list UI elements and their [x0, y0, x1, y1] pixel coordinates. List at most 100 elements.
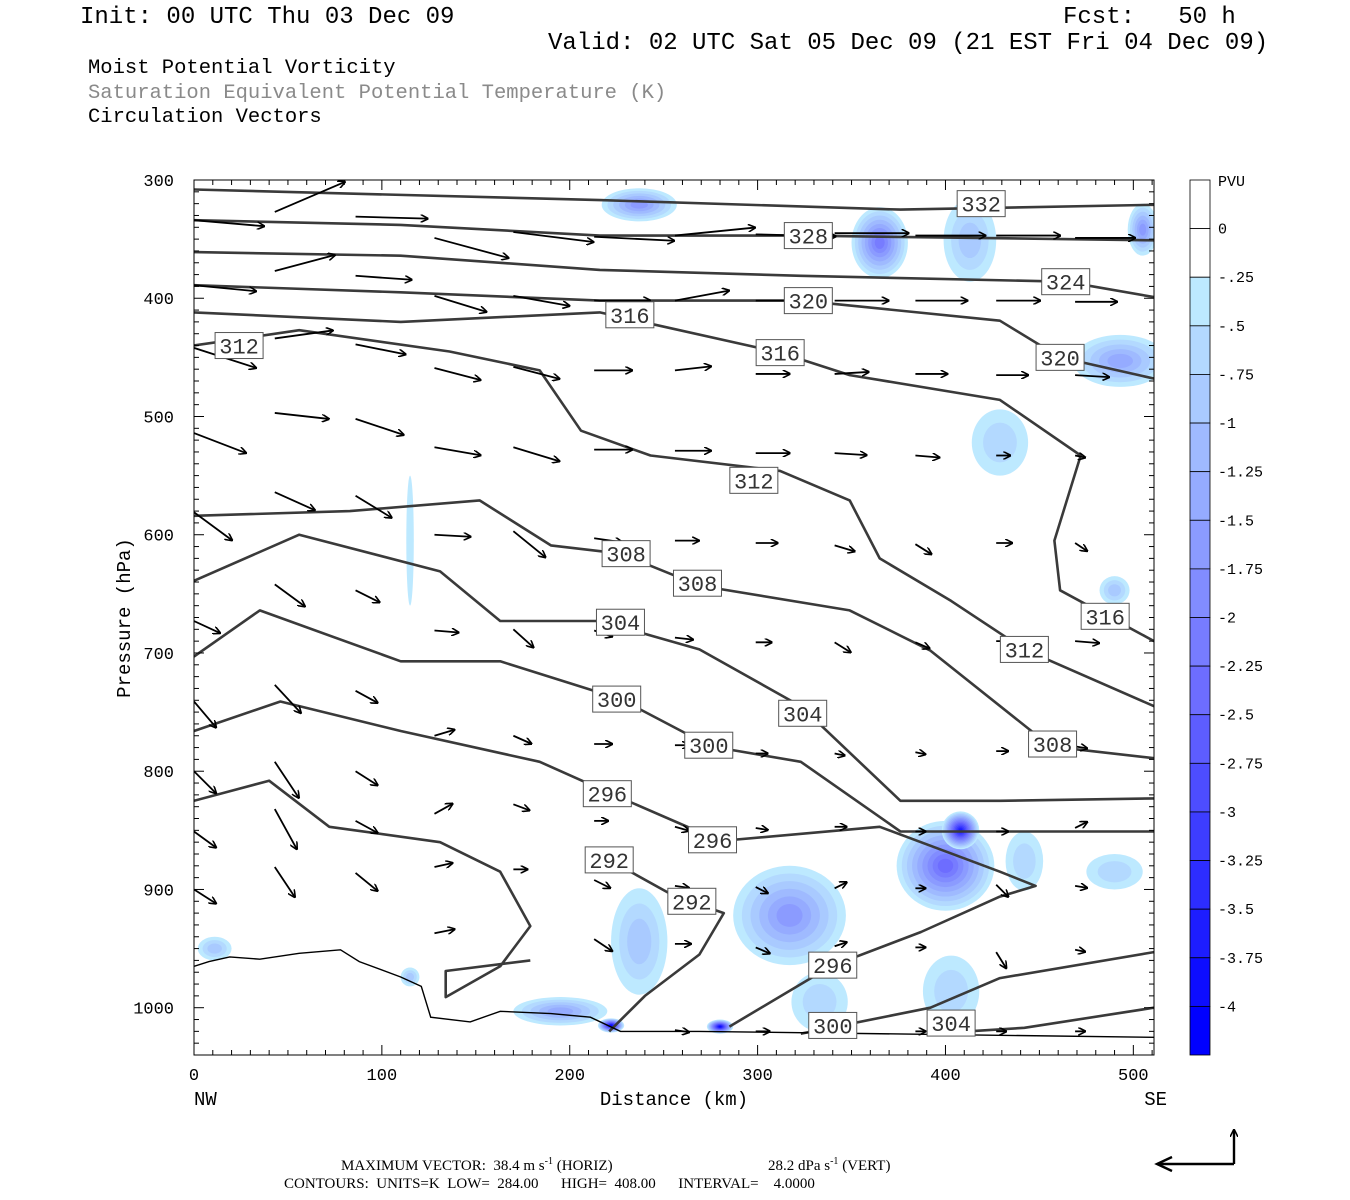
theta-contour-312	[194, 328, 1154, 708]
wind-vector	[674, 886, 689, 888]
colorbar-label: -.75	[1218, 367, 1254, 384]
contour-label: 316	[755, 339, 805, 368]
init-time: Init: 00 UTC Thu 03 Dec 09	[80, 4, 455, 31]
wind-vector	[194, 770, 216, 793]
pv-region	[943, 198, 997, 282]
y-tick-label: 400	[143, 291, 174, 310]
x-tick-label: 400	[930, 1067, 961, 1086]
wind-vector	[355, 343, 406, 354]
y-tick-label: 600	[143, 528, 174, 547]
contour-label-text: 308	[1033, 734, 1073, 759]
wind-vector	[1074, 886, 1087, 888]
pv-level	[1107, 353, 1133, 369]
theta-contour-308	[194, 499, 1154, 760]
colorbar-label: -2.5	[1218, 708, 1254, 725]
contour-label-text: 324	[1046, 272, 1086, 297]
colorbar-swatch	[1189, 179, 1211, 230]
colorbar-swatch	[1189, 811, 1211, 861]
wind-vector	[513, 365, 559, 379]
wind-vector	[834, 641, 851, 652]
wind-vector	[274, 684, 301, 713]
wind-vector	[355, 770, 378, 785]
contour-label-text: 332	[961, 194, 1001, 219]
colorbar-swatch	[1189, 714, 1211, 764]
wind-vector	[194, 284, 256, 291]
wind-vector	[434, 863, 452, 867]
theta-contour-328	[194, 218, 1154, 242]
x-tick-label: 500	[1118, 1067, 1149, 1086]
contour-label-text: 300	[689, 735, 729, 760]
pv-region	[1086, 853, 1143, 890]
colorbar-label: -3.25	[1218, 854, 1263, 871]
wind-vector	[914, 543, 931, 554]
colorbar-swatch	[1189, 325, 1211, 375]
colorbar-label: -3.5	[1218, 902, 1254, 919]
max-vector-label: MAXIMUM VECTOR:	[341, 1158, 486, 1174]
contour-label-text: 312	[1005, 639, 1045, 664]
colorbar-swatch	[1189, 519, 1211, 570]
contour-label-text: 296	[588, 784, 628, 809]
wind-vector	[1074, 822, 1087, 829]
wind-vector	[273, 808, 297, 849]
wind-vector	[274, 583, 305, 606]
wind-vector	[434, 295, 486, 312]
contour-label: 304	[926, 1009, 976, 1038]
y-tick-label: 900	[143, 882, 174, 901]
contour-label: 320	[783, 287, 833, 316]
wind-vector	[513, 294, 569, 306]
wind-vector	[834, 453, 867, 455]
wind-vector	[355, 690, 378, 703]
wind-vector	[274, 866, 295, 897]
wind-vector	[434, 730, 454, 737]
contour-label-text: 292	[672, 891, 712, 916]
colorbar-label: -1.75	[1218, 562, 1263, 579]
colorbar-swatch	[1189, 908, 1211, 959]
contour-label: 300	[808, 1011, 858, 1040]
contour-label: 308	[1028, 730, 1078, 759]
colorbar-swatch	[1189, 665, 1211, 716]
y-tick-label: 800	[143, 764, 174, 783]
x-right-label-se: SE	[1144, 1089, 1167, 1111]
plot-frame	[193, 179, 1155, 1056]
axes: 300 400 500 600 700 800 900 1000 0 100 200 300 400 50…	[133, 173, 1154, 1086]
wind-vector	[834, 544, 855, 551]
pv-region	[1127, 203, 1154, 256]
pv-region	[513, 997, 608, 1026]
circulation-vectors	[194, 182, 1135, 1032]
contour-label-text: 312	[219, 336, 259, 361]
pv-level	[776, 904, 803, 927]
theta-contour-320	[194, 283, 1154, 380]
wind-vector	[513, 446, 559, 461]
wind-vector	[355, 589, 380, 602]
wind-vector	[674, 1030, 689, 1032]
contour-label: 292	[584, 846, 634, 875]
colorbar-label: -1	[1218, 416, 1236, 433]
colorbar-title: PVU	[1218, 174, 1245, 191]
contour-label: 316	[1080, 602, 1130, 631]
x-tick-label: 300	[742, 1067, 773, 1086]
contour-label: 316	[605, 301, 655, 330]
contour-label: 296	[808, 951, 858, 980]
y-tick-label: 1000	[133, 1001, 174, 1020]
colorbar-label: -.5	[1218, 319, 1245, 336]
wind-vector	[674, 638, 693, 640]
colorbar-swatch	[1189, 276, 1211, 327]
wind-vector	[355, 274, 412, 280]
theta-contour-292	[194, 779, 532, 999]
wind-vector	[355, 217, 428, 219]
colorbar: PVU 0 -.25 -.5 -.75 -1 -1.25 -1.5 -1.75 -2 -2.25 -2…	[1189, 174, 1263, 1056]
contour-label: 312	[214, 332, 264, 361]
wind-vector	[355, 820, 378, 833]
y-tick-label: 300	[143, 173, 174, 192]
wind-vector	[434, 446, 480, 455]
x-tick-label: 0	[189, 1067, 199, 1086]
pv-level	[406, 972, 415, 982]
contour-label: 296	[688, 826, 738, 855]
contour-label: 300	[684, 731, 734, 760]
contour-label-text: 304	[931, 1013, 971, 1038]
contour-label-text: 292	[589, 850, 629, 875]
wind-vector	[834, 882, 847, 890]
colorbar-swatch	[1189, 568, 1211, 618]
pv-region	[922, 955, 980, 1027]
